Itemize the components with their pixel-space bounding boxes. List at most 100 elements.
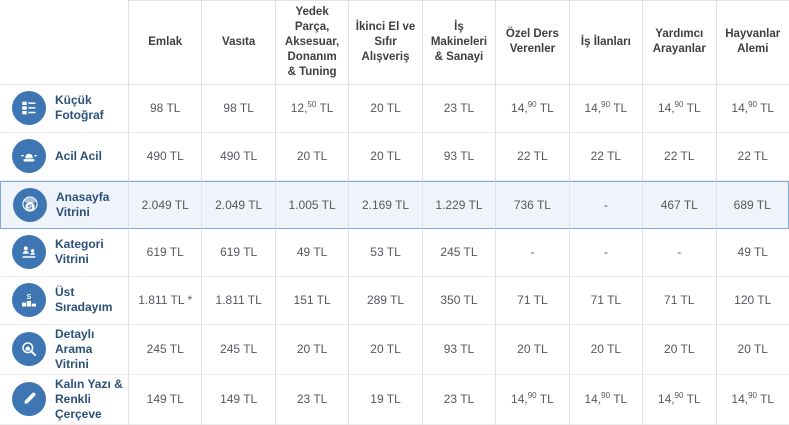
row-label-cell[interactable]: S Anasayfa Vitrini xyxy=(0,180,128,229)
table-row: Kalın Yazı & Renkli Çerçeve 149 TL 149 TL 2… xyxy=(0,374,789,425)
price-cell: 490 TL xyxy=(128,132,202,181)
pen-frame-icon xyxy=(12,382,46,417)
row-label-cell[interactable]: S Üst Sıradayım xyxy=(0,276,128,325)
price-cell: 98 TL xyxy=(201,84,275,133)
price-cell: 1.229 TL xyxy=(421,180,496,229)
price-cell: 14,90 TL xyxy=(568,84,643,133)
table-row: Acil Acil 490 TL 490 TL 20 TL 20 TL 93 TL 22 T… xyxy=(0,132,789,181)
price-cell: 245 TL xyxy=(128,324,202,375)
row-label-cell[interactable]: Küçük Fotoğraf xyxy=(0,84,128,133)
row-label: Kalın Yazı & Renkli Çerçeve xyxy=(55,376,123,421)
category-showcase-icon xyxy=(12,235,46,270)
price-cell: 619 TL xyxy=(128,228,202,277)
price-cell: 245 TL xyxy=(421,228,496,277)
price-cell: 151 TL xyxy=(274,276,349,325)
price-cell: - xyxy=(642,228,716,277)
row-label: Küçük Fotoğraf xyxy=(55,93,104,123)
price-cell: 14,90 TL xyxy=(642,374,716,425)
column-header: Emlak xyxy=(128,0,202,85)
price-cell: 53 TL xyxy=(348,228,422,277)
list-photos-icon xyxy=(12,91,46,126)
price-cell: 23 TL xyxy=(274,374,349,425)
price-cell: 20 TL xyxy=(348,324,422,375)
row-label-cell[interactable]: Kategori Vitrini xyxy=(0,228,128,277)
price-cell: 467 TL xyxy=(642,180,716,229)
row-label-cell[interactable]: Detaylı Arama Vitrini xyxy=(0,324,128,375)
price-cell: 619 TL xyxy=(201,228,275,277)
price-cell: 71 TL xyxy=(642,276,716,325)
price-cell: - xyxy=(495,228,569,277)
row-label: Anasayfa Vitrini xyxy=(56,189,110,219)
price-cell: 12,50 TL xyxy=(274,84,349,133)
table-row: Detaylı Arama Vitrini 245 TL 245 TL 20 TL 20… xyxy=(0,324,789,375)
price-cell: 22 TL xyxy=(715,132,789,181)
column-header: Yedek Parça, Aksesuar, Donanım & Tuning xyxy=(274,0,349,85)
table-row: S Üst Sıradayım 1.811 TL * 1.811 TL 151 TL 28… xyxy=(0,276,789,325)
podium-icon: S xyxy=(12,283,46,318)
price-cell: 490 TL xyxy=(201,132,275,181)
table-row: Küçük Fotoğraf 98 TL 98 TL 12,50 TL 20 TL 23 … xyxy=(0,84,789,133)
price-cell: 14,90 TL xyxy=(495,84,569,133)
price-cell: 245 TL xyxy=(201,324,275,375)
price-cell: 23 TL xyxy=(421,374,496,425)
price-cell: 19 TL xyxy=(348,374,422,425)
price-cell: 1.005 TL xyxy=(274,180,349,229)
corner-cell xyxy=(0,0,128,85)
column-header: İkinci El ve Sıfır Alışveriş xyxy=(348,0,422,85)
magnifier-house-icon xyxy=(12,332,46,367)
row-label: Acil Acil xyxy=(55,148,102,163)
price-cell: 20 TL xyxy=(274,324,349,375)
row-label: Üst Sıradayım xyxy=(55,285,113,315)
price-cell: 736 TL xyxy=(495,180,569,229)
price-cell: 93 TL xyxy=(421,132,496,181)
price-cell: 14,90 TL xyxy=(495,374,569,425)
price-cell: 149 TL xyxy=(201,374,275,425)
siren-icon xyxy=(12,139,46,174)
price-cell: 14,90 TL xyxy=(642,84,716,133)
column-header: İş İlanları xyxy=(568,0,643,85)
column-header: Özel Ders Verenler xyxy=(495,0,569,85)
price-cell: 2.049 TL xyxy=(128,180,202,229)
price-cell: 289 TL xyxy=(348,276,422,325)
pricing-rows: Küçük Fotoğraf 98 TL 98 TL 12,50 TL 20 TL 23 … xyxy=(0,84,789,425)
price-cell: 20 TL xyxy=(348,84,422,133)
globe-s-icon: S xyxy=(13,187,47,222)
column-header: Yardımcı Arayanlar xyxy=(642,0,716,85)
price-cell: 49 TL xyxy=(715,228,789,277)
price-cell: 49 TL xyxy=(274,228,349,277)
column-header: İş Makineleri & Sanayi xyxy=(421,0,496,85)
price-cell: 71 TL xyxy=(568,276,643,325)
price-cell: - xyxy=(568,180,643,229)
row-label-cell[interactable]: Acil Acil xyxy=(0,132,128,181)
row-label-cell[interactable]: Kalın Yazı & Renkli Çerçeve xyxy=(0,374,128,425)
price-cell: 689 TL xyxy=(715,180,789,229)
price-cell: 20 TL xyxy=(348,132,422,181)
row-label: Kategori Vitrini xyxy=(55,237,104,267)
price-cell: 23 TL xyxy=(421,84,496,133)
price-cell: 93 TL xyxy=(421,324,496,375)
price-cell: 14,90 TL xyxy=(715,84,789,133)
svg-text:S: S xyxy=(27,294,32,301)
price-cell: 14,90 TL xyxy=(568,374,643,425)
svg-text:S: S xyxy=(27,202,32,211)
price-cell: 20 TL xyxy=(642,324,716,375)
price-cell: 22 TL xyxy=(568,132,643,181)
price-cell: 1.811 TL xyxy=(201,276,275,325)
price-cell: - xyxy=(568,228,643,277)
price-cell: 22 TL xyxy=(642,132,716,181)
price-cell: 20 TL xyxy=(274,132,349,181)
price-cell: 149 TL xyxy=(128,374,202,425)
row-label: Detaylı Arama Vitrini xyxy=(55,326,95,371)
header-row: Emlak Vasıta Yedek Parça, Aksesuar, Donanı… xyxy=(0,0,789,85)
price-cell: 98 TL xyxy=(128,84,202,133)
price-cell: 2.049 TL xyxy=(201,180,275,229)
column-header: Hayvanlar Alemi xyxy=(715,0,789,85)
price-cell: 20 TL xyxy=(715,324,789,375)
price-cell: 20 TL xyxy=(568,324,643,375)
table-row: Kategori Vitrini 619 TL 619 TL 49 TL 53 TL 24… xyxy=(0,228,789,277)
table-row: S Anasayfa Vitrini 2.049 TL 2.049 TL 1.005 T… xyxy=(0,180,789,229)
price-cell: 350 TL xyxy=(421,276,496,325)
price-cell: 14,90 TL xyxy=(715,374,789,425)
price-cell: 120 TL xyxy=(715,276,789,325)
